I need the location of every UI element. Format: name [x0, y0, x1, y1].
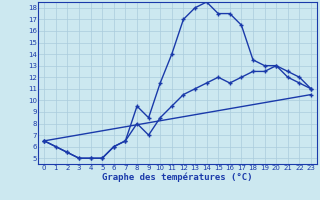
X-axis label: Graphe des températures (°C): Graphe des températures (°C) [102, 173, 253, 182]
